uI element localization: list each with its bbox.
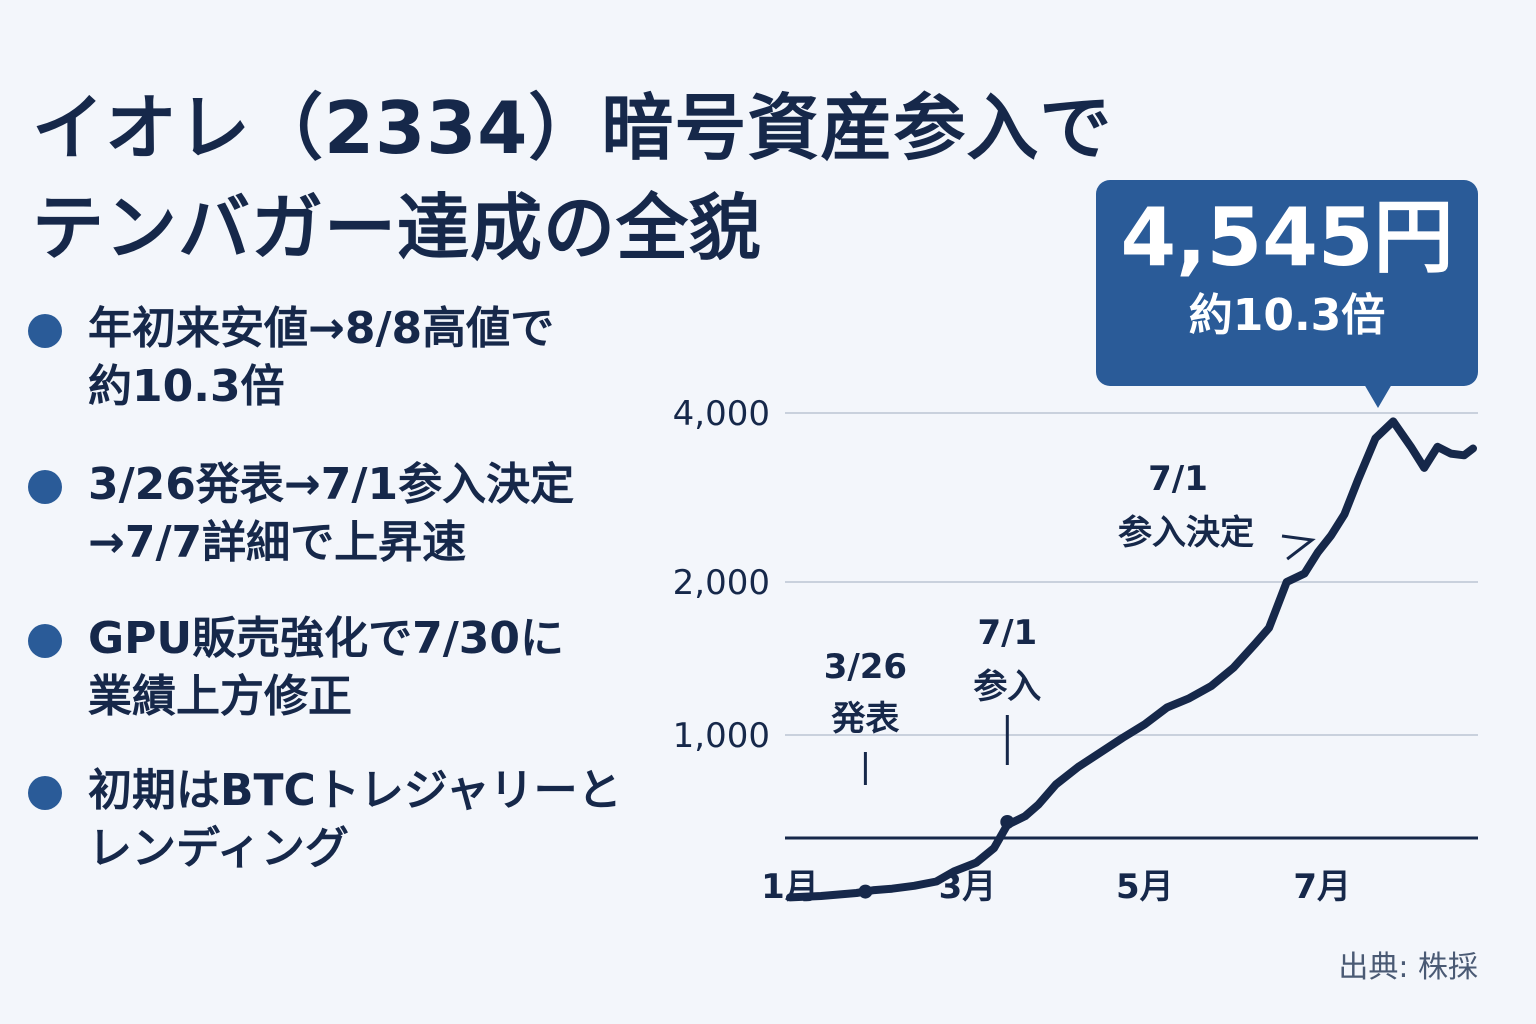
bullet-dot-icon [28,470,62,504]
annotation-label: 参入 [973,667,1041,707]
bullet-text: 3/26発表→7/1参入決定 [88,459,575,510]
x-tick-label: 5月 [1116,867,1174,907]
bullet-text: GPU販売強化で7/30に [88,613,565,664]
y-tick-label: 1,000 [673,716,770,756]
annotation-label: 発表 [831,699,899,739]
title-line-1: イオレ（2334）暗号資産参入で [32,86,1113,170]
callout-ratio: 約10.3倍 [1188,290,1386,341]
bullet-dot-icon [28,776,62,810]
price-callout: 4,545円 約10.3倍 [1096,180,1478,408]
bullet-text: 初期はBTCトレジャリーと [88,765,622,816]
bullet-item: 3/26発表→7/1参入決定 →7/7詳細で上昇速 [28,456,574,572]
annotation-leader [1281,534,1316,561]
annotation-label: 7/1 [977,613,1037,653]
annotation-label: 参入決定 [1118,513,1254,553]
title-line-2: テンバガー達成の全貌 [32,186,763,270]
callout-price: 4,545円 [1120,191,1454,284]
bullet-text: →7/7詳細で上昇速 [88,517,467,568]
bullet-dot-icon [28,624,62,658]
bullet-text: レンディング [88,823,349,874]
bullet-item: 初期はBTCトレジャリーと レンディング [28,762,622,878]
page-title: イオレ（2334）暗号資産参入で テンバガー達成の全貌 [32,78,1132,278]
bullet-text: 年初来安値→8/8高値で [88,303,555,354]
annotation-marker [1000,815,1015,829]
annotation-marker [858,884,873,899]
price-series-line [786,417,1477,902]
source-credit: 出典: 株採 [1338,950,1478,985]
bullet-text: 約10.3倍 [88,361,285,412]
y-tick-label: 2,000 [673,563,770,603]
bullet-item: 年初来安値→8/8高値で 約10.3倍 [28,300,554,416]
x-tick-label: 7月 [1293,867,1351,907]
bullet-item: GPU販売強化で7/30に 業績上方修正 [28,610,564,726]
bullet-dot-icon [28,314,62,348]
annotation-label: 7/1 [1148,459,1208,499]
y-tick-label: 4,000 [673,394,770,434]
annotation-label: 3/26 [824,647,907,687]
bullet-text: 業績上方修正 [88,671,352,722]
